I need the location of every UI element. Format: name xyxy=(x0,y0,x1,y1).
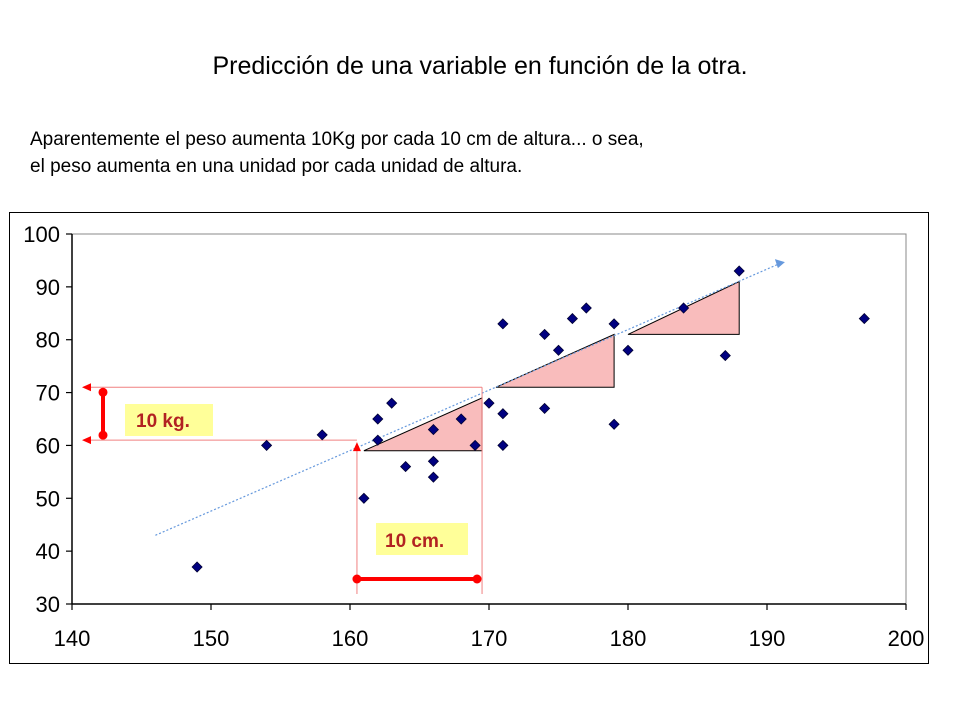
y-tick-label: 40 xyxy=(36,539,60,564)
weight-bracket-end xyxy=(98,387,108,397)
trendline xyxy=(155,262,782,536)
weight-bracket-end xyxy=(98,430,108,440)
data-point xyxy=(497,408,509,420)
x-tick-label: 190 xyxy=(749,626,786,651)
height-bracket-end xyxy=(352,574,362,584)
data-point xyxy=(622,344,634,356)
guide-arrow-left xyxy=(352,442,361,452)
data-point xyxy=(678,302,690,314)
data-point xyxy=(455,413,467,425)
data-point xyxy=(497,318,509,330)
y-tick-label: 30 xyxy=(36,592,60,617)
x-tick-label: 170 xyxy=(471,626,508,651)
data-point xyxy=(539,402,551,414)
data-point xyxy=(316,429,328,441)
data-point xyxy=(580,302,592,314)
y-tick-label: 50 xyxy=(36,486,60,511)
x-tick-label: 150 xyxy=(193,626,230,651)
data-point xyxy=(497,439,509,451)
subtitle-line-1: Aparentemente el peso aumenta 10Kg por c… xyxy=(30,129,644,150)
data-point xyxy=(483,397,495,409)
data-point xyxy=(427,471,439,483)
data-point xyxy=(552,344,565,356)
data-point xyxy=(566,313,578,325)
guide-arrow-bottom xyxy=(82,436,91,445)
y-tick-label: 90 xyxy=(36,275,60,300)
x-tick-label: 140 xyxy=(54,626,91,651)
weight-label-box xyxy=(125,404,213,436)
height-bracket-end xyxy=(472,574,482,584)
data-point xyxy=(733,265,745,277)
data-point xyxy=(358,492,370,504)
data-point xyxy=(427,455,439,467)
y-tick-label: 70 xyxy=(36,381,60,406)
y-tick-label: 100 xyxy=(23,222,60,247)
slide-subtitle: Aparentemente el peso aumenta 10Kg por c… xyxy=(30,126,910,180)
data-point xyxy=(608,418,620,430)
data-point xyxy=(372,413,384,425)
data-point xyxy=(191,561,203,573)
guide-arrow-top xyxy=(82,383,91,392)
data-point xyxy=(261,439,273,451)
data-point xyxy=(386,397,398,409)
data-point xyxy=(469,439,481,451)
y-tick-label: 60 xyxy=(36,433,60,458)
y-tick-label: 80 xyxy=(36,328,60,353)
data-point xyxy=(400,461,412,473)
x-tick-label: 200 xyxy=(888,626,925,651)
x-tick-label: 180 xyxy=(610,626,647,651)
slide-title: Predicción de una variable en función de… xyxy=(212,52,748,80)
data-point xyxy=(539,328,551,340)
height-label-box xyxy=(376,523,468,555)
slope-triangle xyxy=(363,397,483,452)
data-point xyxy=(372,434,384,446)
trendline-arrowhead xyxy=(774,259,785,269)
x-tick-label: 160 xyxy=(332,626,369,651)
weight-label: 10 kg. xyxy=(136,411,190,432)
subtitle-line-2: el peso aumenta en una unidad por cada u… xyxy=(30,156,523,177)
chart-frame xyxy=(9,212,929,664)
data-point xyxy=(608,318,620,330)
data-point xyxy=(427,424,439,436)
height-label: 10 cm. xyxy=(385,531,444,552)
data-point xyxy=(858,313,870,325)
data-point xyxy=(719,350,731,362)
